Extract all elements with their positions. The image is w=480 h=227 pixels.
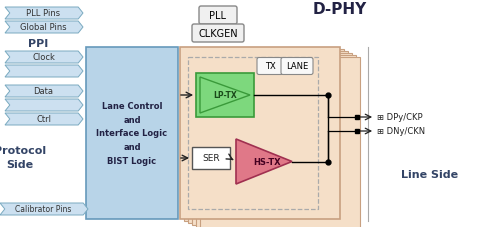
Bar	[188, 52, 348, 223]
Polygon shape	[200, 78, 250, 114]
Text: LANE: LANE	[286, 62, 308, 71]
Text: Line Side: Line Side	[401, 169, 458, 179]
Polygon shape	[5, 66, 83, 78]
Polygon shape	[5, 22, 83, 34]
Polygon shape	[236, 139, 292, 184]
Text: PLL Pins: PLL Pins	[26, 10, 60, 18]
FancyBboxPatch shape	[281, 58, 313, 75]
Bar	[192, 54, 352, 225]
Bar	[86, 48, 178, 219]
Text: ⊞ DPy/CKP: ⊞ DPy/CKP	[377, 113, 422, 122]
Text: SER: SER	[202, 154, 220, 163]
Text: Protocol
Side: Protocol Side	[0, 145, 46, 169]
Bar	[192, 147, 230, 169]
Bar	[196, 56, 356, 227]
Polygon shape	[5, 52, 83, 64]
Text: Lane Control
and
Interface Logic
and
BIST Logic: Lane Control and Interface Logic and BIS…	[96, 101, 168, 165]
Bar	[184, 50, 344, 221]
Polygon shape	[5, 100, 83, 111]
Bar	[200, 58, 360, 227]
FancyBboxPatch shape	[257, 58, 283, 75]
FancyBboxPatch shape	[192, 25, 244, 43]
Text: LP-TX: LP-TX	[213, 91, 237, 100]
Text: CLKGEN: CLKGEN	[198, 29, 238, 39]
Polygon shape	[0, 203, 88, 215]
Text: D-PHY: D-PHY	[313, 2, 367, 17]
Bar	[196, 74, 254, 118]
Text: Ctrl: Ctrl	[36, 115, 51, 124]
Text: PPI: PPI	[28, 39, 48, 49]
Text: Clock: Clock	[32, 53, 55, 62]
Text: PLL: PLL	[209, 11, 227, 21]
Text: HS-TX: HS-TX	[253, 157, 281, 166]
Text: TX: TX	[264, 62, 276, 71]
Bar	[188, 58, 318, 209]
Polygon shape	[5, 86, 83, 98]
Text: Data: Data	[34, 87, 54, 96]
Text: Calibrator Pins: Calibrator Pins	[15, 205, 72, 214]
Text: Global Pins: Global Pins	[20, 23, 67, 32]
Bar	[180, 48, 340, 219]
Polygon shape	[5, 8, 83, 20]
FancyBboxPatch shape	[199, 7, 237, 25]
Text: ⊞ DNy/CKN: ⊞ DNy/CKN	[377, 127, 425, 136]
Polygon shape	[5, 114, 83, 126]
